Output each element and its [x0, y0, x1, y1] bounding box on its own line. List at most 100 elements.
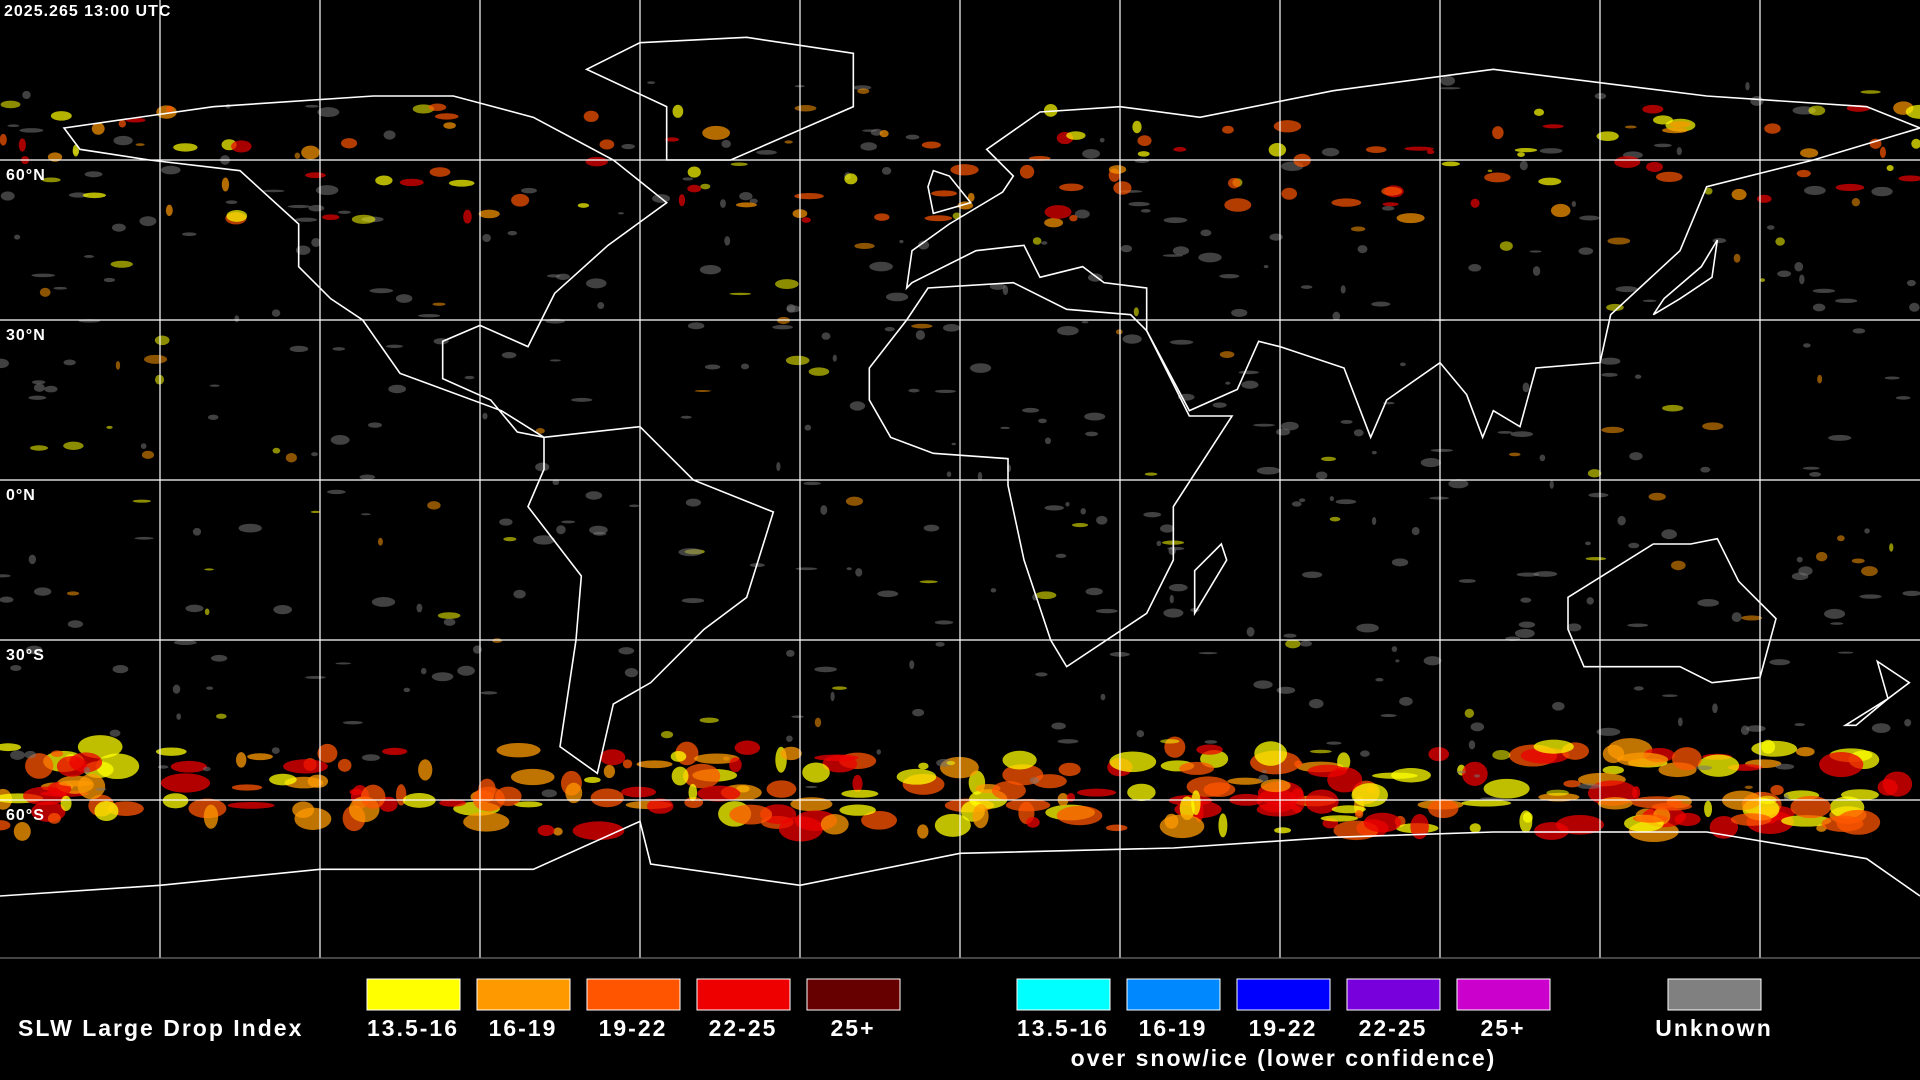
cloud-patch: [33, 587, 52, 596]
cloud-patch: [271, 309, 281, 317]
cloud-patch: [231, 140, 252, 153]
cloud-patch: [1514, 628, 1535, 638]
cloud-patch: [729, 757, 742, 773]
cloud-patch: [1143, 512, 1162, 518]
cloud-patch: [371, 597, 396, 607]
cloud-patch: [1300, 285, 1313, 289]
cloud-patch: [1029, 777, 1040, 785]
cloud-patch: [1000, 426, 1010, 430]
cloud-patch: [135, 143, 145, 147]
cloud-patch: [501, 351, 517, 359]
cloud-patch: [272, 447, 281, 454]
cloud-patch: [66, 591, 80, 596]
cloud-patch: [1404, 146, 1434, 151]
cloud-patch: [1256, 466, 1281, 475]
cloud-patch: [1596, 131, 1619, 142]
cloud-patch: [896, 768, 937, 785]
cloud-patch: [687, 322, 705, 330]
cloud-patch: [830, 691, 835, 702]
cloud-patch: [1835, 183, 1865, 192]
cloud-patch: [28, 395, 47, 400]
cloud-patch: [1382, 202, 1399, 207]
cloud-patch: [1120, 244, 1133, 253]
cloud-patch: [1081, 321, 1089, 324]
cloud-patch: [923, 524, 940, 532]
cloud-patch: [1895, 396, 1911, 400]
coastline: [1652, 239, 1719, 316]
cloud-patch: [556, 525, 566, 535]
cloud-patch: [1597, 797, 1633, 810]
cloud-patch: [1275, 428, 1291, 436]
cloud-patch: [1371, 516, 1377, 526]
cloud-patch: [1812, 288, 1836, 294]
cloud-patch: [315, 185, 339, 196]
cloud-patch: [1294, 760, 1303, 768]
cloud-patch: [84, 171, 103, 178]
cloud-patch: [1221, 125, 1234, 134]
cloud-patch: [1607, 237, 1631, 245]
cloud-patch: [1381, 206, 1395, 211]
cloud-patch: [899, 239, 904, 244]
cloud-patch: [63, 359, 76, 366]
cloud-patch: [1470, 198, 1480, 208]
cloud-patch: [1305, 789, 1339, 814]
cloud-patch: [1835, 298, 1858, 304]
cloud-patch: [936, 758, 952, 767]
cloud-patch: [139, 216, 157, 227]
cloud-patch: [1468, 264, 1482, 272]
cloud-patch: [688, 783, 698, 802]
cloud-patch: [795, 567, 818, 571]
cloud-patch: [1456, 770, 1467, 774]
cloud-patch: [785, 355, 810, 366]
cloud-patch: [271, 747, 280, 754]
coastline: [1193, 542, 1228, 617]
cloud-patch: [1127, 783, 1156, 801]
cloud-patch: [1044, 437, 1052, 445]
cloud-patch: [935, 389, 956, 393]
cloud-patch: [305, 676, 326, 679]
cloud-patch: [1321, 456, 1337, 462]
cloud-patch: [854, 242, 875, 250]
cloud-patch: [766, 780, 797, 798]
cloud-patch: [231, 784, 263, 791]
cloud-patch: [1326, 741, 1342, 745]
cloud-patch: [1108, 165, 1127, 174]
cloud-patch: [427, 501, 441, 510]
cloud-patch: [192, 527, 202, 536]
cloud-patch: [908, 388, 920, 393]
cloud-patch: [687, 184, 702, 193]
cloud-patch: [1746, 725, 1766, 732]
latitude-label: 30°N: [6, 327, 46, 344]
cloud-patch: [1085, 431, 1099, 437]
cloud-patch: [1136, 730, 1145, 738]
cloud-patch: [853, 85, 872, 91]
cloud-patch: [448, 179, 475, 187]
cloud-patch: [499, 518, 513, 526]
cloud-patch: [496, 742, 541, 758]
cloud-patch: [482, 233, 491, 243]
cloud-patch: [1198, 652, 1218, 655]
cloud-patch: [1298, 498, 1306, 503]
cloud-patch: [1340, 419, 1353, 424]
cloud-patch: [13, 822, 31, 841]
cloud-patch: [802, 762, 830, 783]
cloud-patch: [739, 191, 753, 201]
cloud-patch: [170, 760, 207, 773]
cloud-patch: [1156, 540, 1162, 547]
cloud-patch: [1335, 499, 1357, 505]
cloud-patch: [1821, 815, 1864, 832]
cloud-patch: [1492, 126, 1504, 140]
cloud-patch: [1585, 556, 1607, 561]
cloud-patch: [884, 327, 895, 332]
cloud-patch: [912, 708, 925, 717]
cloud-patch: [1002, 750, 1037, 770]
cloud-patch: [885, 292, 909, 302]
cloud-patch: [507, 230, 518, 236]
cloud-patch: [1669, 121, 1691, 128]
cloud-patch: [724, 236, 731, 246]
cloud-patch: [210, 654, 228, 662]
cloud-patch: [1429, 496, 1450, 500]
cloud-patch: [877, 590, 899, 598]
cloud-patch: [337, 758, 352, 772]
